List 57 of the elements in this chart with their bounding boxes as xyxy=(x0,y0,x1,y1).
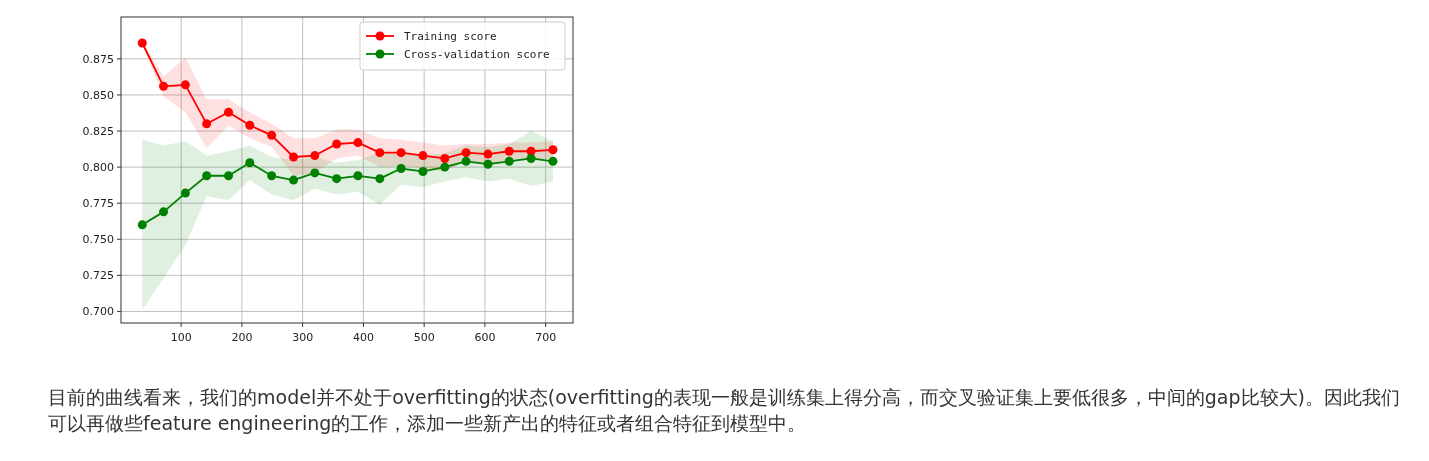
point xyxy=(504,156,514,166)
point xyxy=(332,174,342,184)
point xyxy=(461,156,471,166)
point xyxy=(396,148,406,158)
point xyxy=(159,207,169,217)
x-tick-label: 500 xyxy=(413,331,435,344)
point xyxy=(267,171,277,181)
x-tick-label: 100 xyxy=(170,331,192,344)
point xyxy=(353,171,363,181)
point xyxy=(202,171,212,181)
point xyxy=(375,174,385,184)
point xyxy=(375,148,385,158)
x-tick-label: 600 xyxy=(474,331,496,344)
point xyxy=(245,158,255,168)
y-tick-label: 0.850 xyxy=(82,88,114,102)
point xyxy=(418,151,428,161)
point xyxy=(159,81,169,91)
y-tick-label: 0.825 xyxy=(82,125,114,139)
x-tick-label: 700 xyxy=(535,331,557,344)
point xyxy=(224,171,234,181)
y-tick-label: 0.775 xyxy=(82,197,114,211)
point xyxy=(332,139,342,149)
y-tick-label: 0.800 xyxy=(82,161,114,175)
legend-label: Training score xyxy=(404,30,497,43)
y-tick-label: 0.725 xyxy=(82,269,114,283)
point xyxy=(180,80,190,90)
point xyxy=(267,130,277,140)
point xyxy=(310,168,320,178)
point xyxy=(137,220,147,230)
point xyxy=(418,166,428,176)
point xyxy=(440,162,450,172)
point xyxy=(440,153,450,163)
point xyxy=(548,156,558,166)
x-tick-label: 400 xyxy=(352,331,374,344)
point xyxy=(396,164,406,174)
point xyxy=(504,146,514,156)
point xyxy=(461,148,471,158)
point xyxy=(353,138,363,148)
point xyxy=(548,145,558,155)
point xyxy=(289,175,299,185)
point xyxy=(202,119,212,129)
point xyxy=(526,153,536,163)
point xyxy=(483,159,493,169)
point xyxy=(483,149,493,159)
point xyxy=(245,120,255,130)
point xyxy=(137,38,147,48)
point xyxy=(310,151,320,161)
y-tick-label: 0.875 xyxy=(82,52,114,66)
y-tick-label: 0.700 xyxy=(82,305,114,319)
point xyxy=(289,152,299,162)
y-tick-label: 0.750 xyxy=(82,233,114,247)
x-tick-label: 300 xyxy=(292,331,314,344)
point xyxy=(224,107,234,117)
text: 目前的曲线看来，我们的model并不处于overfitting的状态(overfitting的表现一般是训练集上得分高，而交叉验证集上要低很多，中间的gap比较大)。因此我们可以再做些feature engineering的工作，添加一些新产出的特征或者组合特征到模型中。 xyxy=(48,385,1401,436)
x-tick-label: 200 xyxy=(231,331,253,344)
legend-label: Cross-validation score xyxy=(404,48,550,61)
point xyxy=(180,188,190,198)
